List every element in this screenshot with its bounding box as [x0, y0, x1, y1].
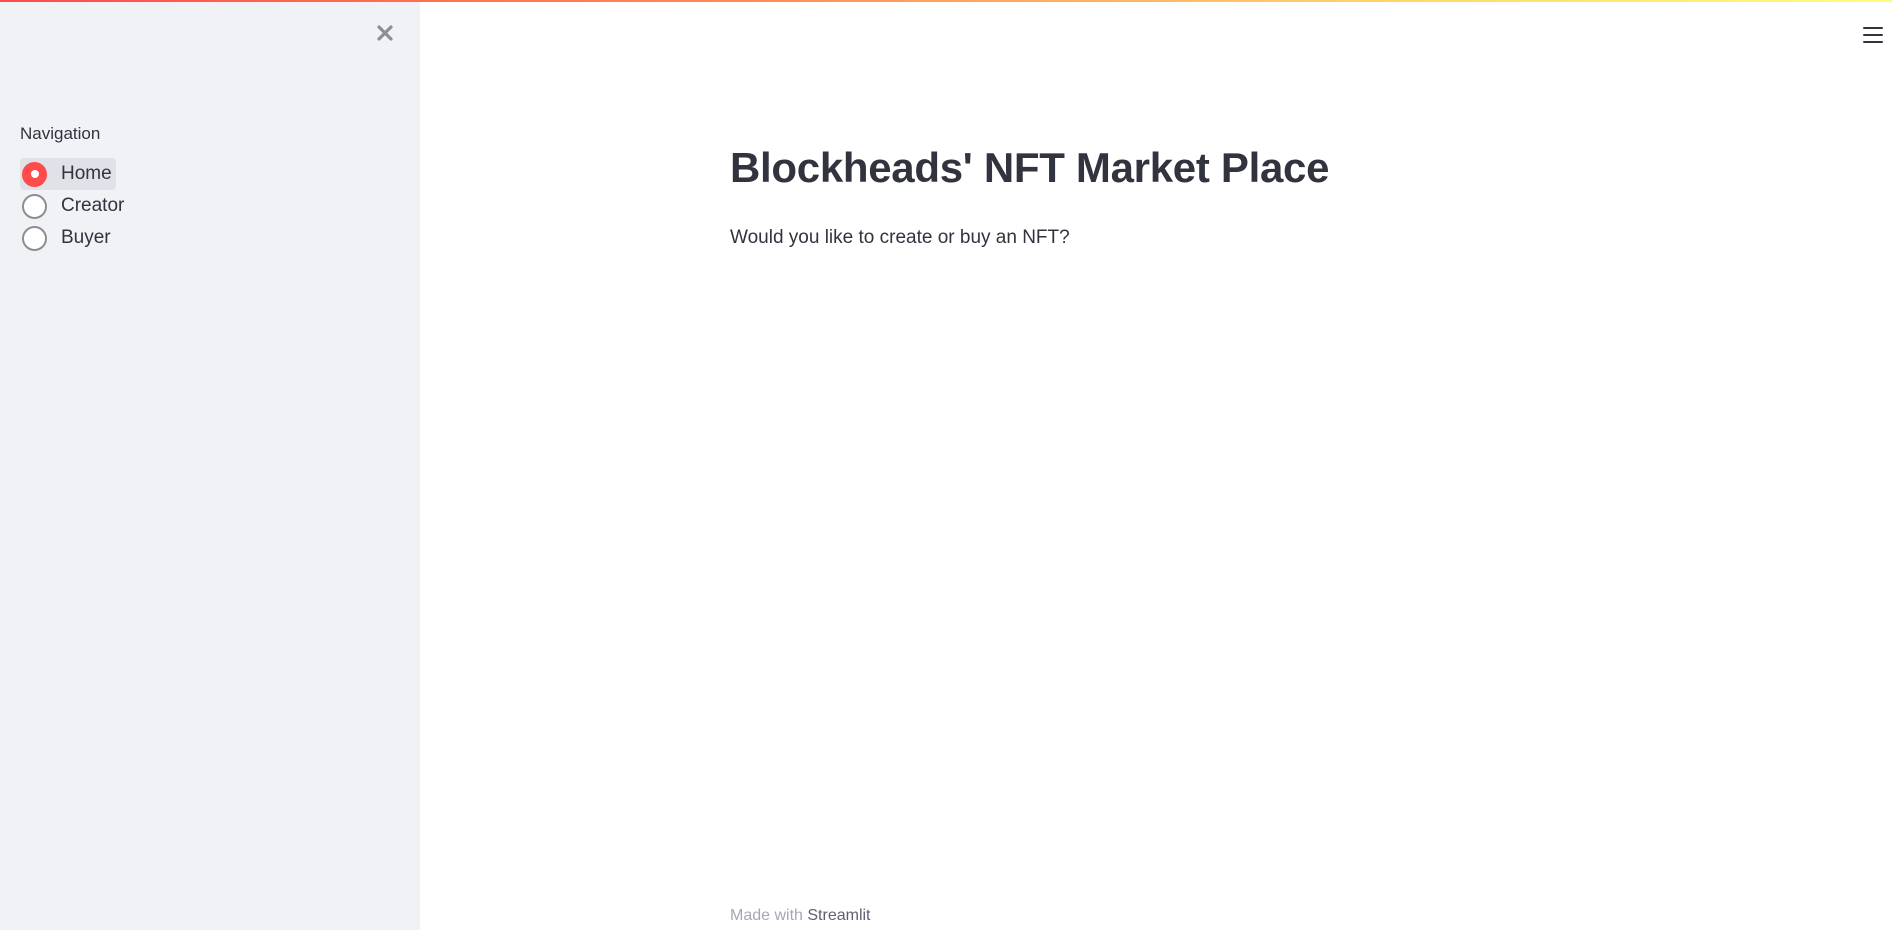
footer: Made with Streamlit — [730, 907, 871, 925]
main-menu-button[interactable] — [1862, 24, 1884, 46]
navigation-radio-group: Home Creator Buyer — [20, 158, 128, 254]
radio-selected-icon — [22, 161, 47, 187]
radio-option-home[interactable]: Home — [20, 158, 116, 190]
page-subtitle: Would you like to create or buy an NFT? — [730, 227, 1070, 248]
page-title: Blockheads' NFT Market Place — [730, 144, 1330, 191]
navigation-label: Navigation — [20, 124, 101, 143]
close-icon — [377, 25, 393, 41]
streamlit-link[interactable]: Streamlit — [807, 907, 871, 924]
sidebar: Navigation Home Creator Buyer — [0, 0, 420, 930]
radio-option-creator[interactable]: Creator — [20, 190, 128, 222]
radio-unselected-icon — [22, 225, 47, 251]
radio-unselected-icon — [22, 193, 47, 219]
radio-label-creator: Creator — [61, 195, 125, 216]
hamburger-menu-icon — [1863, 27, 1883, 43]
radio-option-buyer[interactable]: Buyer — [20, 222, 115, 254]
footer-made-with: Made with — [730, 907, 803, 924]
top-decoration-bar — [0, 0, 1892, 2]
close-sidebar-button[interactable] — [372, 20, 398, 46]
radio-label-buyer: Buyer — [61, 227, 111, 248]
radio-label-home: Home — [61, 163, 112, 184]
